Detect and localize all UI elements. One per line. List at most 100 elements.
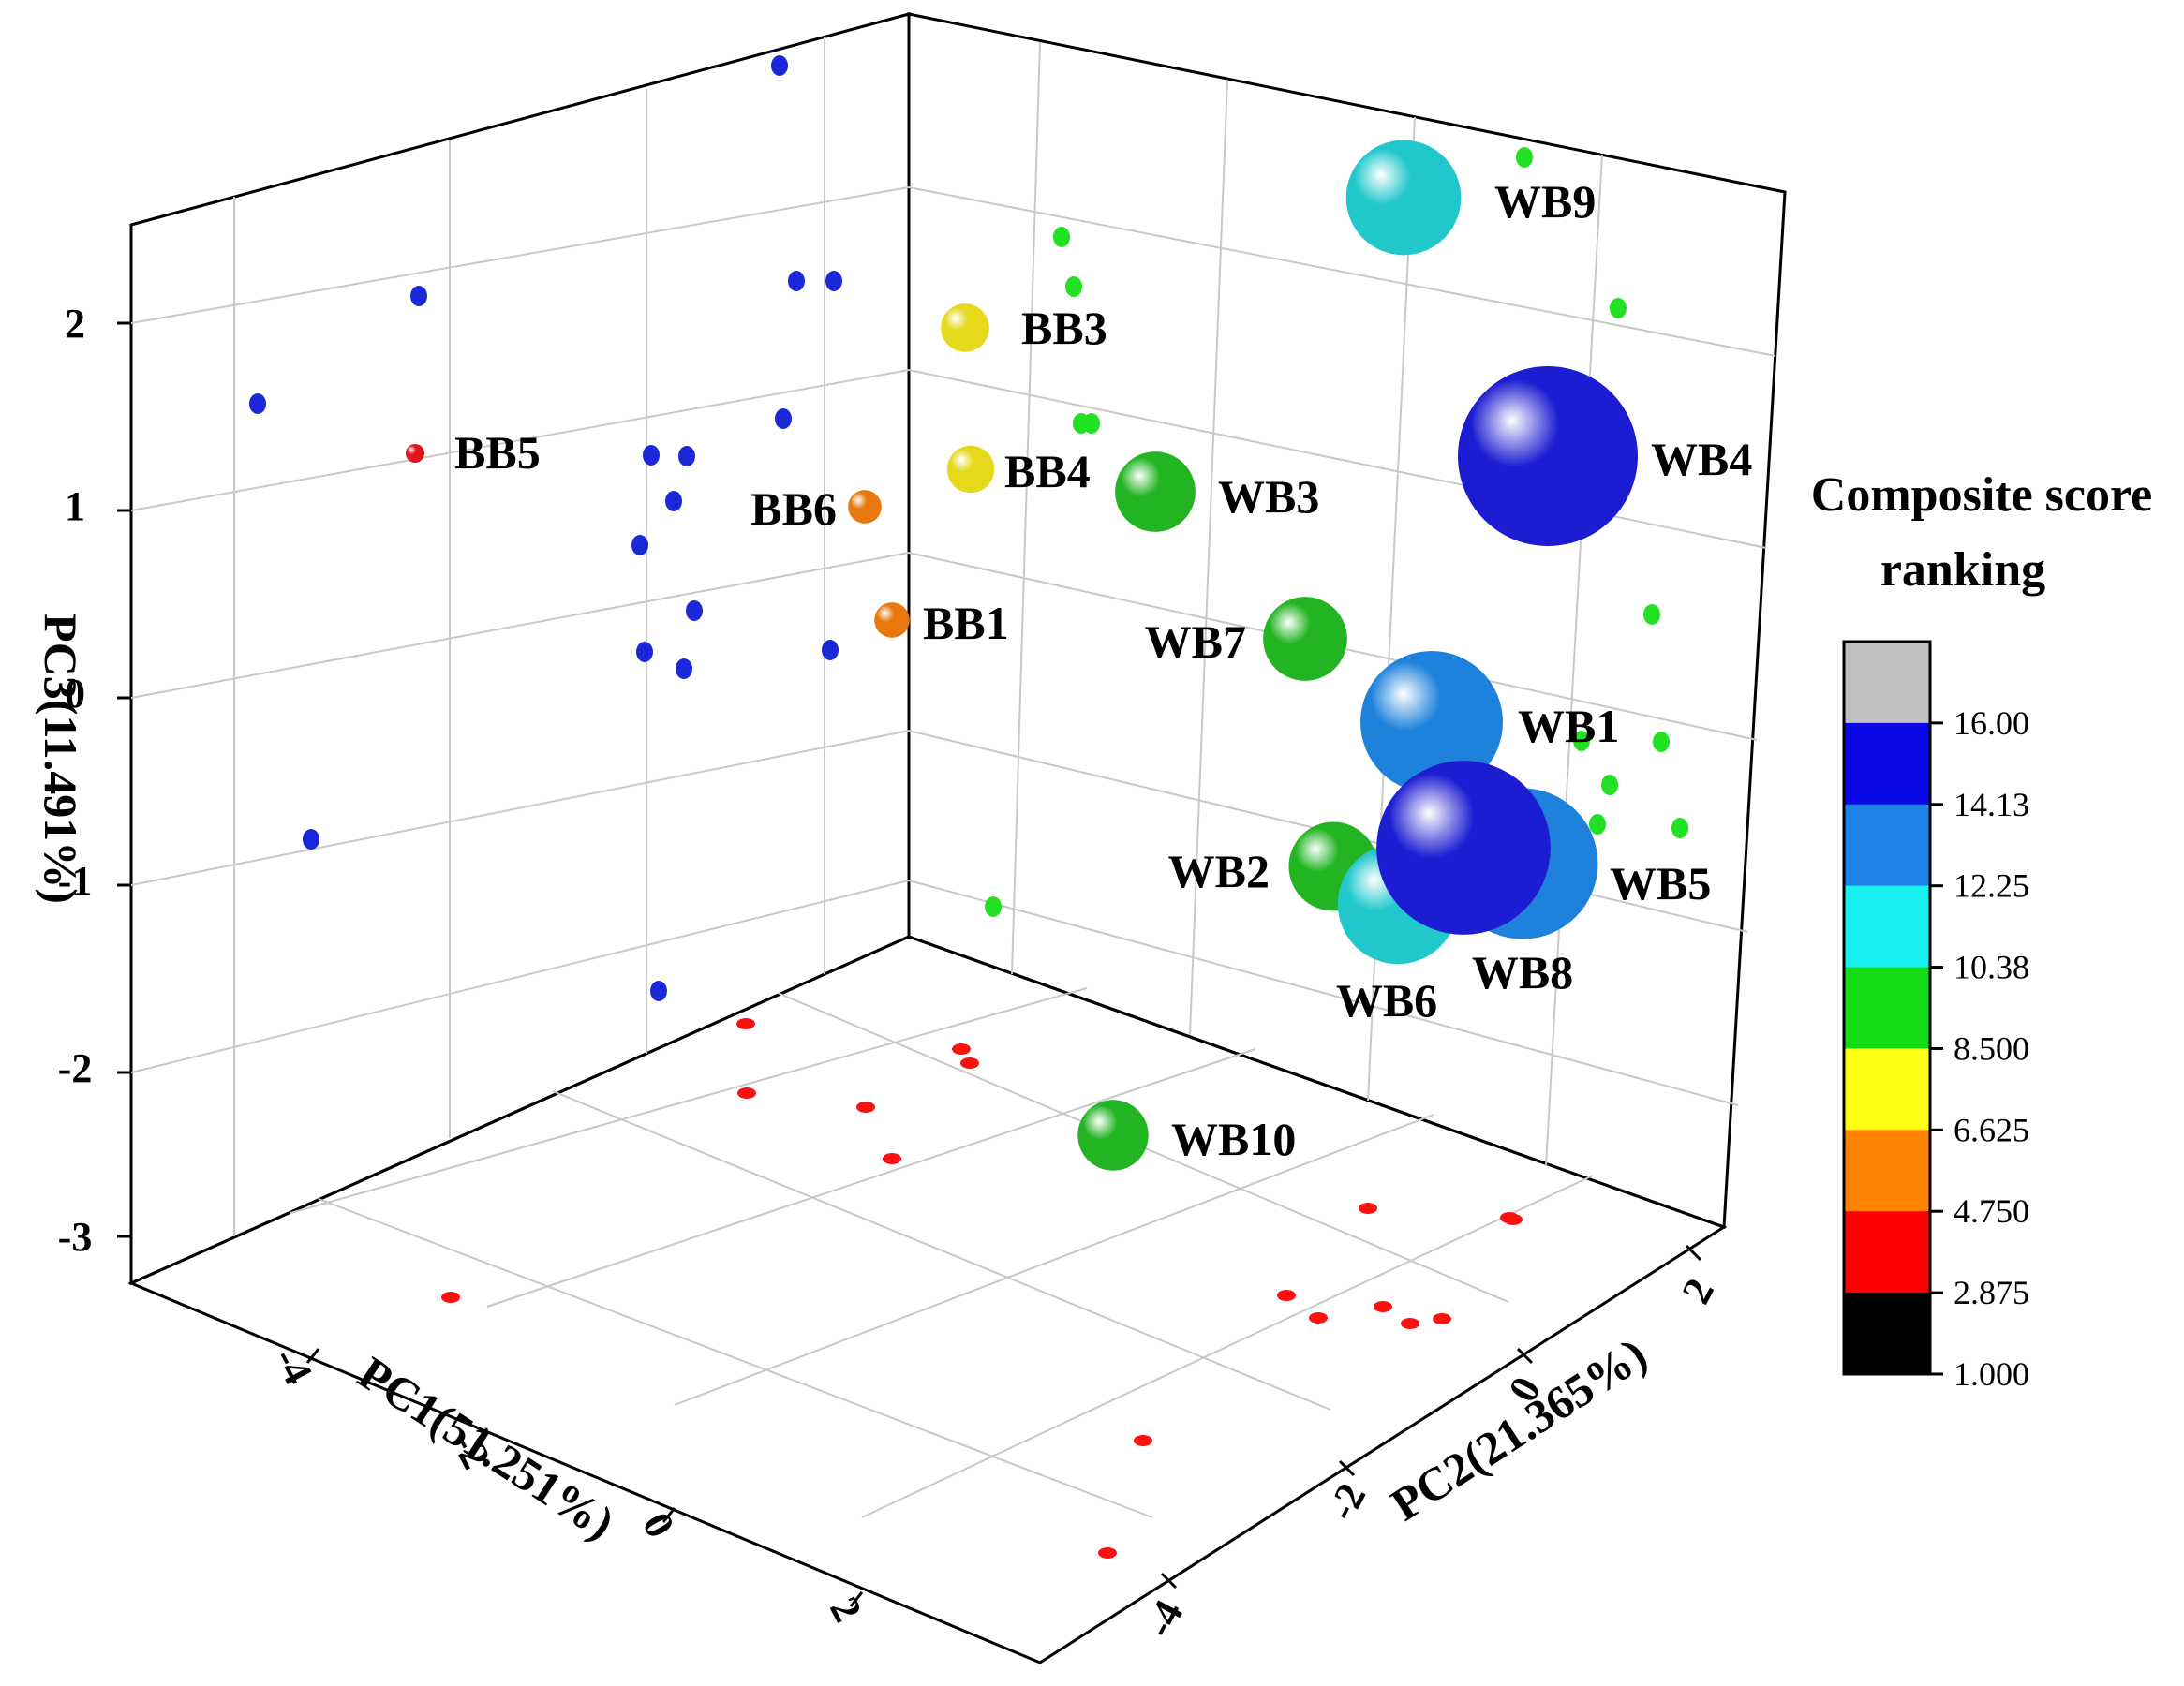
pc2-pc3-projection-point <box>1589 814 1606 835</box>
pc1-pc3-projection-point <box>676 658 692 679</box>
bubble-wb1 <box>1360 651 1503 793</box>
bubbles: BB5 BB6 BB1 BB3 BB4 WB3 WB7 WB2 WB10 WB9 WB6 WB1 WB5… <box>406 140 1752 1171</box>
pc3-tick: -1 <box>58 858 93 904</box>
bubble-wb8 <box>1376 761 1551 935</box>
bubble-bb6 <box>848 490 882 524</box>
colorbar-swatch <box>1844 967 1930 1049</box>
pc1-pc3-projection-point <box>788 271 805 291</box>
colorbar: Composite score ranking 16.0014.1312.251… <box>1811 468 2152 1393</box>
label-bb1: BB1 <box>923 597 1009 649</box>
pc3-tick: 0 <box>65 671 85 717</box>
colorbar-tick-label: 14.13 <box>1954 786 2029 823</box>
plot-box <box>127 12 1787 1664</box>
label-bb6: BB6 <box>750 482 837 535</box>
pc1-pc3-projection-point <box>771 55 788 76</box>
pc2-pc3-projection-point <box>1053 227 1070 247</box>
label-wb5: WB5 <box>1610 857 1711 910</box>
pc1-pc3-projection-point <box>775 408 792 429</box>
floor-projection-point <box>441 1292 460 1303</box>
pc1-tick: -4 <box>265 1340 321 1392</box>
pc1-pc3-projection-point <box>825 271 842 291</box>
label-bb3: BB3 <box>1021 302 1107 354</box>
floor-projection-point <box>856 1102 875 1113</box>
floor-projection-point <box>1277 1290 1296 1301</box>
floor-projection-point <box>960 1057 979 1069</box>
floor-projection-point <box>1374 1301 1392 1312</box>
floor-projection-point <box>1359 1203 1377 1214</box>
pc1-pc3-projection-point <box>650 981 667 1001</box>
pc1-tick: 0 <box>633 1505 684 1545</box>
floor-projection-point <box>1401 1318 1419 1329</box>
bubble-wb10 <box>1077 1100 1149 1171</box>
bubble-wb4 <box>1458 366 1638 546</box>
label-bb4: BB4 <box>1004 445 1091 497</box>
floor-projection-point <box>1134 1435 1152 1446</box>
colorbar-tick-label: 8.500 <box>1954 1029 2029 1067</box>
colorbar-swatch <box>1844 885 1930 969</box>
back-left-wall <box>129 12 911 1286</box>
colorbar-frame <box>1842 640 1932 1376</box>
label-wb8: WB8 <box>1472 946 1573 998</box>
colorbar-swatch <box>1844 1130 1930 1212</box>
pc1-tick: 2 <box>821 1590 871 1629</box>
label-wb2: WB2 <box>1168 845 1270 897</box>
floor-projection-point <box>883 1153 901 1164</box>
bubble-bb4 <box>946 445 995 494</box>
label-wb4: WB4 <box>1651 433 1752 485</box>
pc2-tick: -4 <box>1136 1593 1192 1645</box>
label-wb10: WB10 <box>1171 1113 1296 1165</box>
pc1-pc3-projection-point <box>678 446 695 466</box>
floor-projection-point <box>737 1087 756 1099</box>
pc3-tick-labels: 2 1 0 -1 -2 -3 <box>58 301 93 1260</box>
floor-projection-point <box>1098 1547 1117 1559</box>
pc2-pc3-projection-point <box>985 896 1002 917</box>
pc3-tick: 1 <box>65 483 85 529</box>
pc2-pc3-projection-point <box>1610 298 1627 318</box>
colorbar-tick-label: 1.000 <box>1954 1355 2029 1393</box>
floor-projection-point <box>1433 1313 1451 1324</box>
pc1-pc3-projection-point <box>686 600 703 621</box>
colorbar-tick-label: 10.38 <box>1954 949 2029 986</box>
colorbar-swatch <box>1844 804 1930 887</box>
pc2-tick: 2 <box>1672 1271 1723 1310</box>
pc1-pc3-projection-point <box>822 640 839 660</box>
pc2-pc3-projection-point <box>1601 775 1618 795</box>
pc2-pc3-projection-point <box>1083 413 1100 434</box>
pc2-pc3-projection-point <box>1671 818 1688 838</box>
pc1-pc3-projection-point <box>631 535 648 555</box>
pc2-pc3-projection-point <box>1653 732 1670 752</box>
colorbar-tick-label: 16.00 <box>1954 704 2029 742</box>
colorbar-title-line2: ranking <box>1880 543 2045 597</box>
colorbar-swatch <box>1844 1048 1930 1131</box>
floor-projection-point <box>1504 1214 1523 1225</box>
pc1-pc3-projection-point <box>643 445 660 466</box>
bubble-bb1 <box>874 602 910 638</box>
colorbar-tick-label: 6.625 <box>1954 1111 2029 1148</box>
colorbar-swatch <box>1844 1211 1930 1294</box>
colorbar-title-line1: Composite score <box>1811 468 2152 522</box>
pc2-pc3-projection-point <box>1643 604 1660 625</box>
colorbar-tick-label: 12.25 <box>1954 867 2029 905</box>
pc1-axis-title: PC1(51.251%) <box>349 1346 624 1549</box>
bubble-wb9 <box>1345 140 1462 256</box>
pc3-tick: 2 <box>65 301 85 347</box>
label-wb1: WB1 <box>1518 700 1619 752</box>
label-wb6: WB6 <box>1336 974 1437 1027</box>
grid-lines <box>130 37 1776 1518</box>
pc3-tick: -3 <box>58 1214 93 1260</box>
pc1-pc3-projection-point <box>249 393 266 414</box>
colorbar-tick-label: 2.875 <box>1954 1274 2029 1311</box>
colorbar-swatch <box>1844 1293 1930 1375</box>
pc3-tick: -2 <box>58 1045 93 1091</box>
colorbar-tick-label: 4.750 <box>1954 1192 2029 1230</box>
label-bb5: BB5 <box>454 426 541 479</box>
floor-projection-point <box>736 1018 755 1029</box>
pc2-pc3-projection-point <box>1516 147 1533 168</box>
pc1-pc3-projection-point <box>665 491 682 511</box>
floor-projection-point <box>952 1043 971 1055</box>
pc2-tick: -2 <box>1318 1476 1374 1528</box>
tick-marks <box>117 321 1702 1607</box>
colorbar-tick-labels: 16.00 14.13 12.25 10.38 8.500 6.625 4.750 2.875… <box>1930 704 2029 1393</box>
pc3-axis-title: PC3(11.491%) <box>35 614 87 904</box>
